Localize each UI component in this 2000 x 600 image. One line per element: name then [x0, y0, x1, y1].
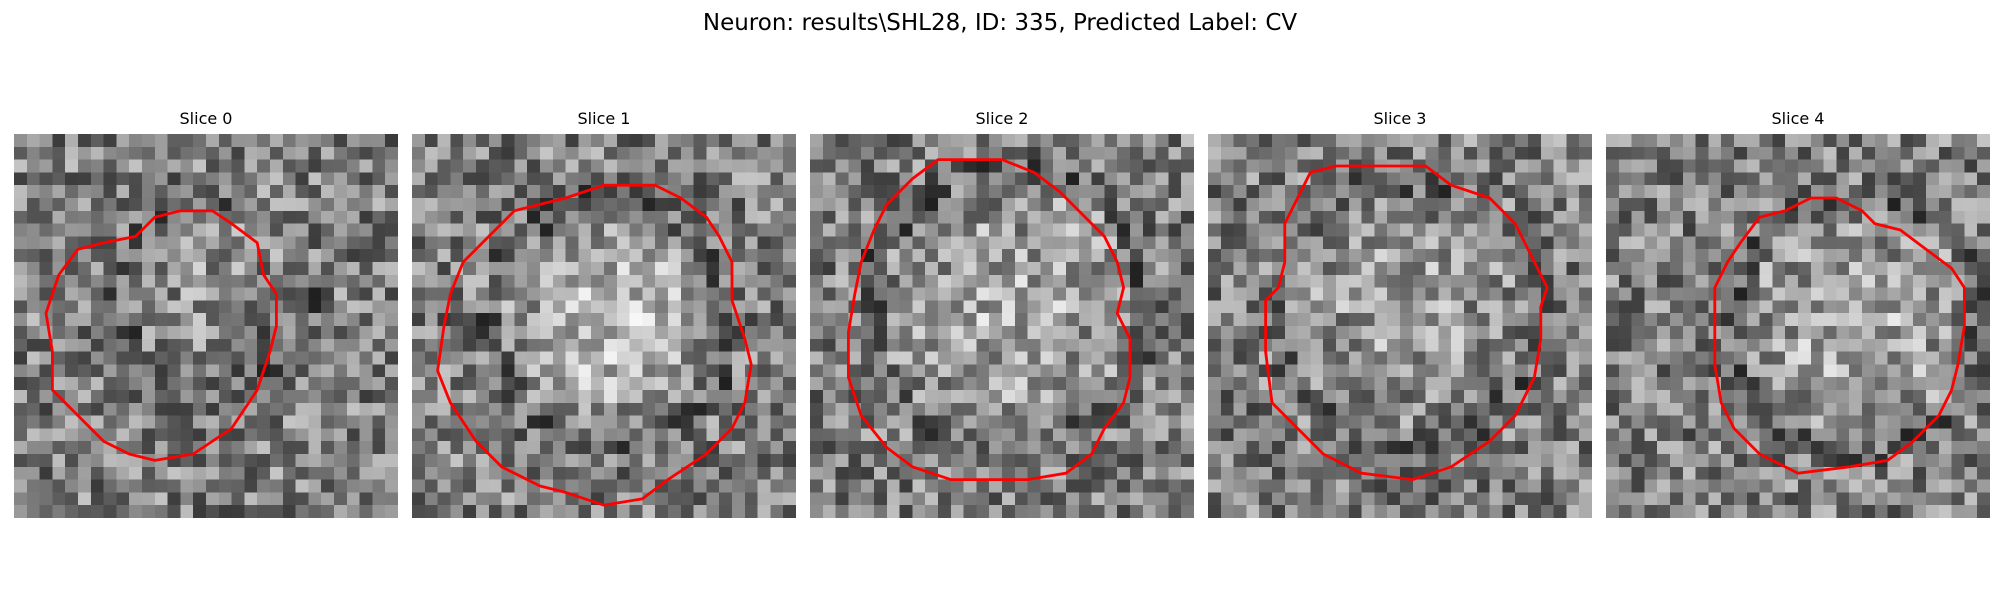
- slice-0-label: Slice 0: [14, 108, 398, 130]
- figure-title: Neuron: results\SHL28, ID: 335, Predicte…: [0, 6, 2000, 40]
- slice-3-panel: [1208, 134, 1592, 518]
- slice-1-image: [412, 134, 796, 518]
- slice-0-panel: [14, 134, 398, 518]
- slice-0-image: [14, 134, 398, 518]
- slice-1-panel: [412, 134, 796, 518]
- slice-4-image: [1606, 134, 1990, 518]
- slice-4-label: Slice 4: [1606, 108, 1990, 130]
- slice-2-image: [810, 134, 1194, 518]
- slice-4-panel: [1606, 134, 1990, 518]
- slice-2-panel: [810, 134, 1194, 518]
- slice-3-label: Slice 3: [1208, 108, 1592, 130]
- slice-2-label: Slice 2: [810, 108, 1194, 130]
- slice-1-label: Slice 1: [412, 108, 796, 130]
- slice-3-image: [1208, 134, 1592, 518]
